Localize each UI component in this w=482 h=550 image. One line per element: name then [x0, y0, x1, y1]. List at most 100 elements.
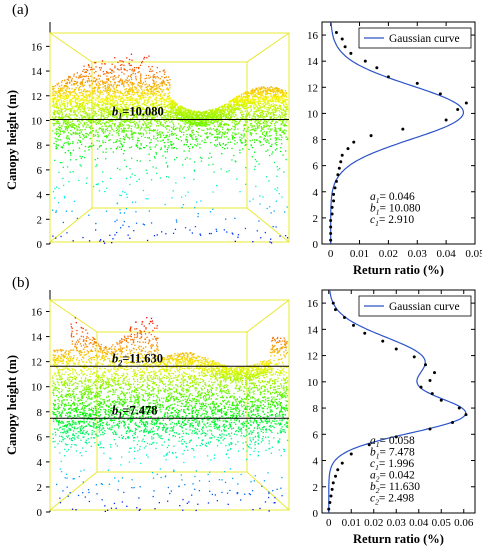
lidar-point	[113, 130, 115, 132]
lidar-point	[157, 111, 159, 113]
lidar-point	[127, 112, 129, 114]
lidar-point	[230, 105, 232, 108]
lidar-point	[72, 171, 74, 173]
lidar-point	[84, 71, 86, 74]
lidar-point	[152, 82, 154, 84]
lidar-point	[179, 129, 181, 131]
lidar-point	[158, 91, 160, 93]
lidar-point	[55, 211, 57, 213]
lidar-point	[174, 112, 176, 114]
lidar-point	[270, 90, 272, 92]
lidar-point	[52, 86, 54, 88]
lidar-point	[69, 92, 71, 94]
lidar-point	[130, 128, 132, 130]
lidar-point	[121, 79, 123, 81]
lidar-point	[273, 130, 276, 132]
lidar-point	[83, 101, 85, 103]
lidar-point	[191, 112, 194, 115]
lidar-point	[224, 132, 226, 134]
lidar-point	[137, 95, 139, 97]
lidar-point	[264, 102, 266, 104]
lidar-point	[146, 116, 149, 118]
lidar-point	[263, 137, 266, 140]
lidar-point	[150, 141, 152, 144]
lidar-point	[169, 116, 172, 119]
lidar-point	[185, 111, 187, 113]
lidar-point	[191, 137, 193, 139]
lidar-point	[281, 131, 283, 133]
lidar-point	[277, 137, 279, 139]
lidar-point	[271, 100, 274, 103]
lidar-point	[64, 106, 66, 108]
lidar-point	[169, 121, 171, 123]
lidar-point	[80, 157, 82, 159]
lidar-point	[227, 106, 230, 108]
lidar-point	[103, 240, 105, 242]
lidar-point	[187, 146, 189, 148]
lidar-point	[145, 83, 147, 85]
lidar-point	[92, 96, 95, 98]
lidar-point	[187, 109, 189, 111]
lidar-point	[278, 167, 281, 170]
lidar-point	[227, 113, 230, 115]
lidar-point	[165, 84, 167, 86]
lidar-point	[260, 114, 263, 116]
lidar-point	[269, 135, 271, 137]
lidar-point	[243, 133, 245, 135]
lidar-point	[232, 114, 234, 116]
lidar-point	[245, 96, 247, 99]
lidar-point	[208, 112, 211, 114]
lidar-point	[243, 107, 245, 109]
lidar-point	[98, 146, 101, 148]
lidar-point	[197, 115, 200, 118]
lidar-point	[53, 98, 56, 101]
lidar-point	[134, 201, 137, 203]
lidar-point	[194, 122, 196, 124]
lidar-point	[170, 108, 172, 110]
lidar-point	[170, 111, 173, 113]
lidar-point	[78, 89, 80, 91]
lidar-point	[83, 102, 85, 104]
lidar-point	[137, 107, 140, 109]
lidar-point	[89, 132, 91, 134]
lidar-point	[96, 89, 99, 92]
lidar-point	[133, 69, 135, 71]
lidar-point	[173, 100, 175, 102]
lidar-point	[197, 115, 199, 117]
lidar-point	[58, 90, 60, 92]
lidar-point	[85, 90, 87, 93]
lidar-point	[101, 125, 103, 128]
lidar-point	[86, 102, 89, 104]
lidar-point	[123, 86, 125, 88]
lidar-point	[60, 112, 62, 114]
lidar-point	[79, 102, 81, 104]
lidar-point	[67, 128, 69, 130]
lidar-point	[131, 70, 133, 72]
lidar-point	[159, 133, 161, 135]
lidar-point	[166, 166, 169, 168]
lidar-point	[194, 161, 196, 163]
lidar-point	[132, 104, 134, 106]
lidar-point	[68, 122, 70, 124]
lidar-point	[245, 104, 247, 106]
lidar-point	[264, 90, 266, 93]
lidar-point	[107, 112, 109, 114]
lidar-point	[141, 114, 143, 116]
lidar-point	[282, 100, 285, 103]
lidar-point	[254, 127, 256, 129]
lidar-point	[184, 108, 186, 110]
lidar-point	[66, 105, 68, 108]
lidar-point	[86, 80, 88, 82]
lidar-point	[95, 66, 97, 68]
lidar-point	[83, 88, 86, 90]
lidar-point	[156, 119, 158, 121]
lidar-point	[113, 124, 116, 126]
lidar-point	[96, 104, 98, 106]
lidar-point	[277, 96, 279, 98]
lidar-point	[144, 93, 146, 95]
lidar-point	[124, 191, 126, 194]
lidar-point	[113, 104, 116, 107]
lidar-point	[138, 140, 140, 142]
lidar-point	[187, 112, 189, 114]
lidar-point	[268, 100, 270, 102]
